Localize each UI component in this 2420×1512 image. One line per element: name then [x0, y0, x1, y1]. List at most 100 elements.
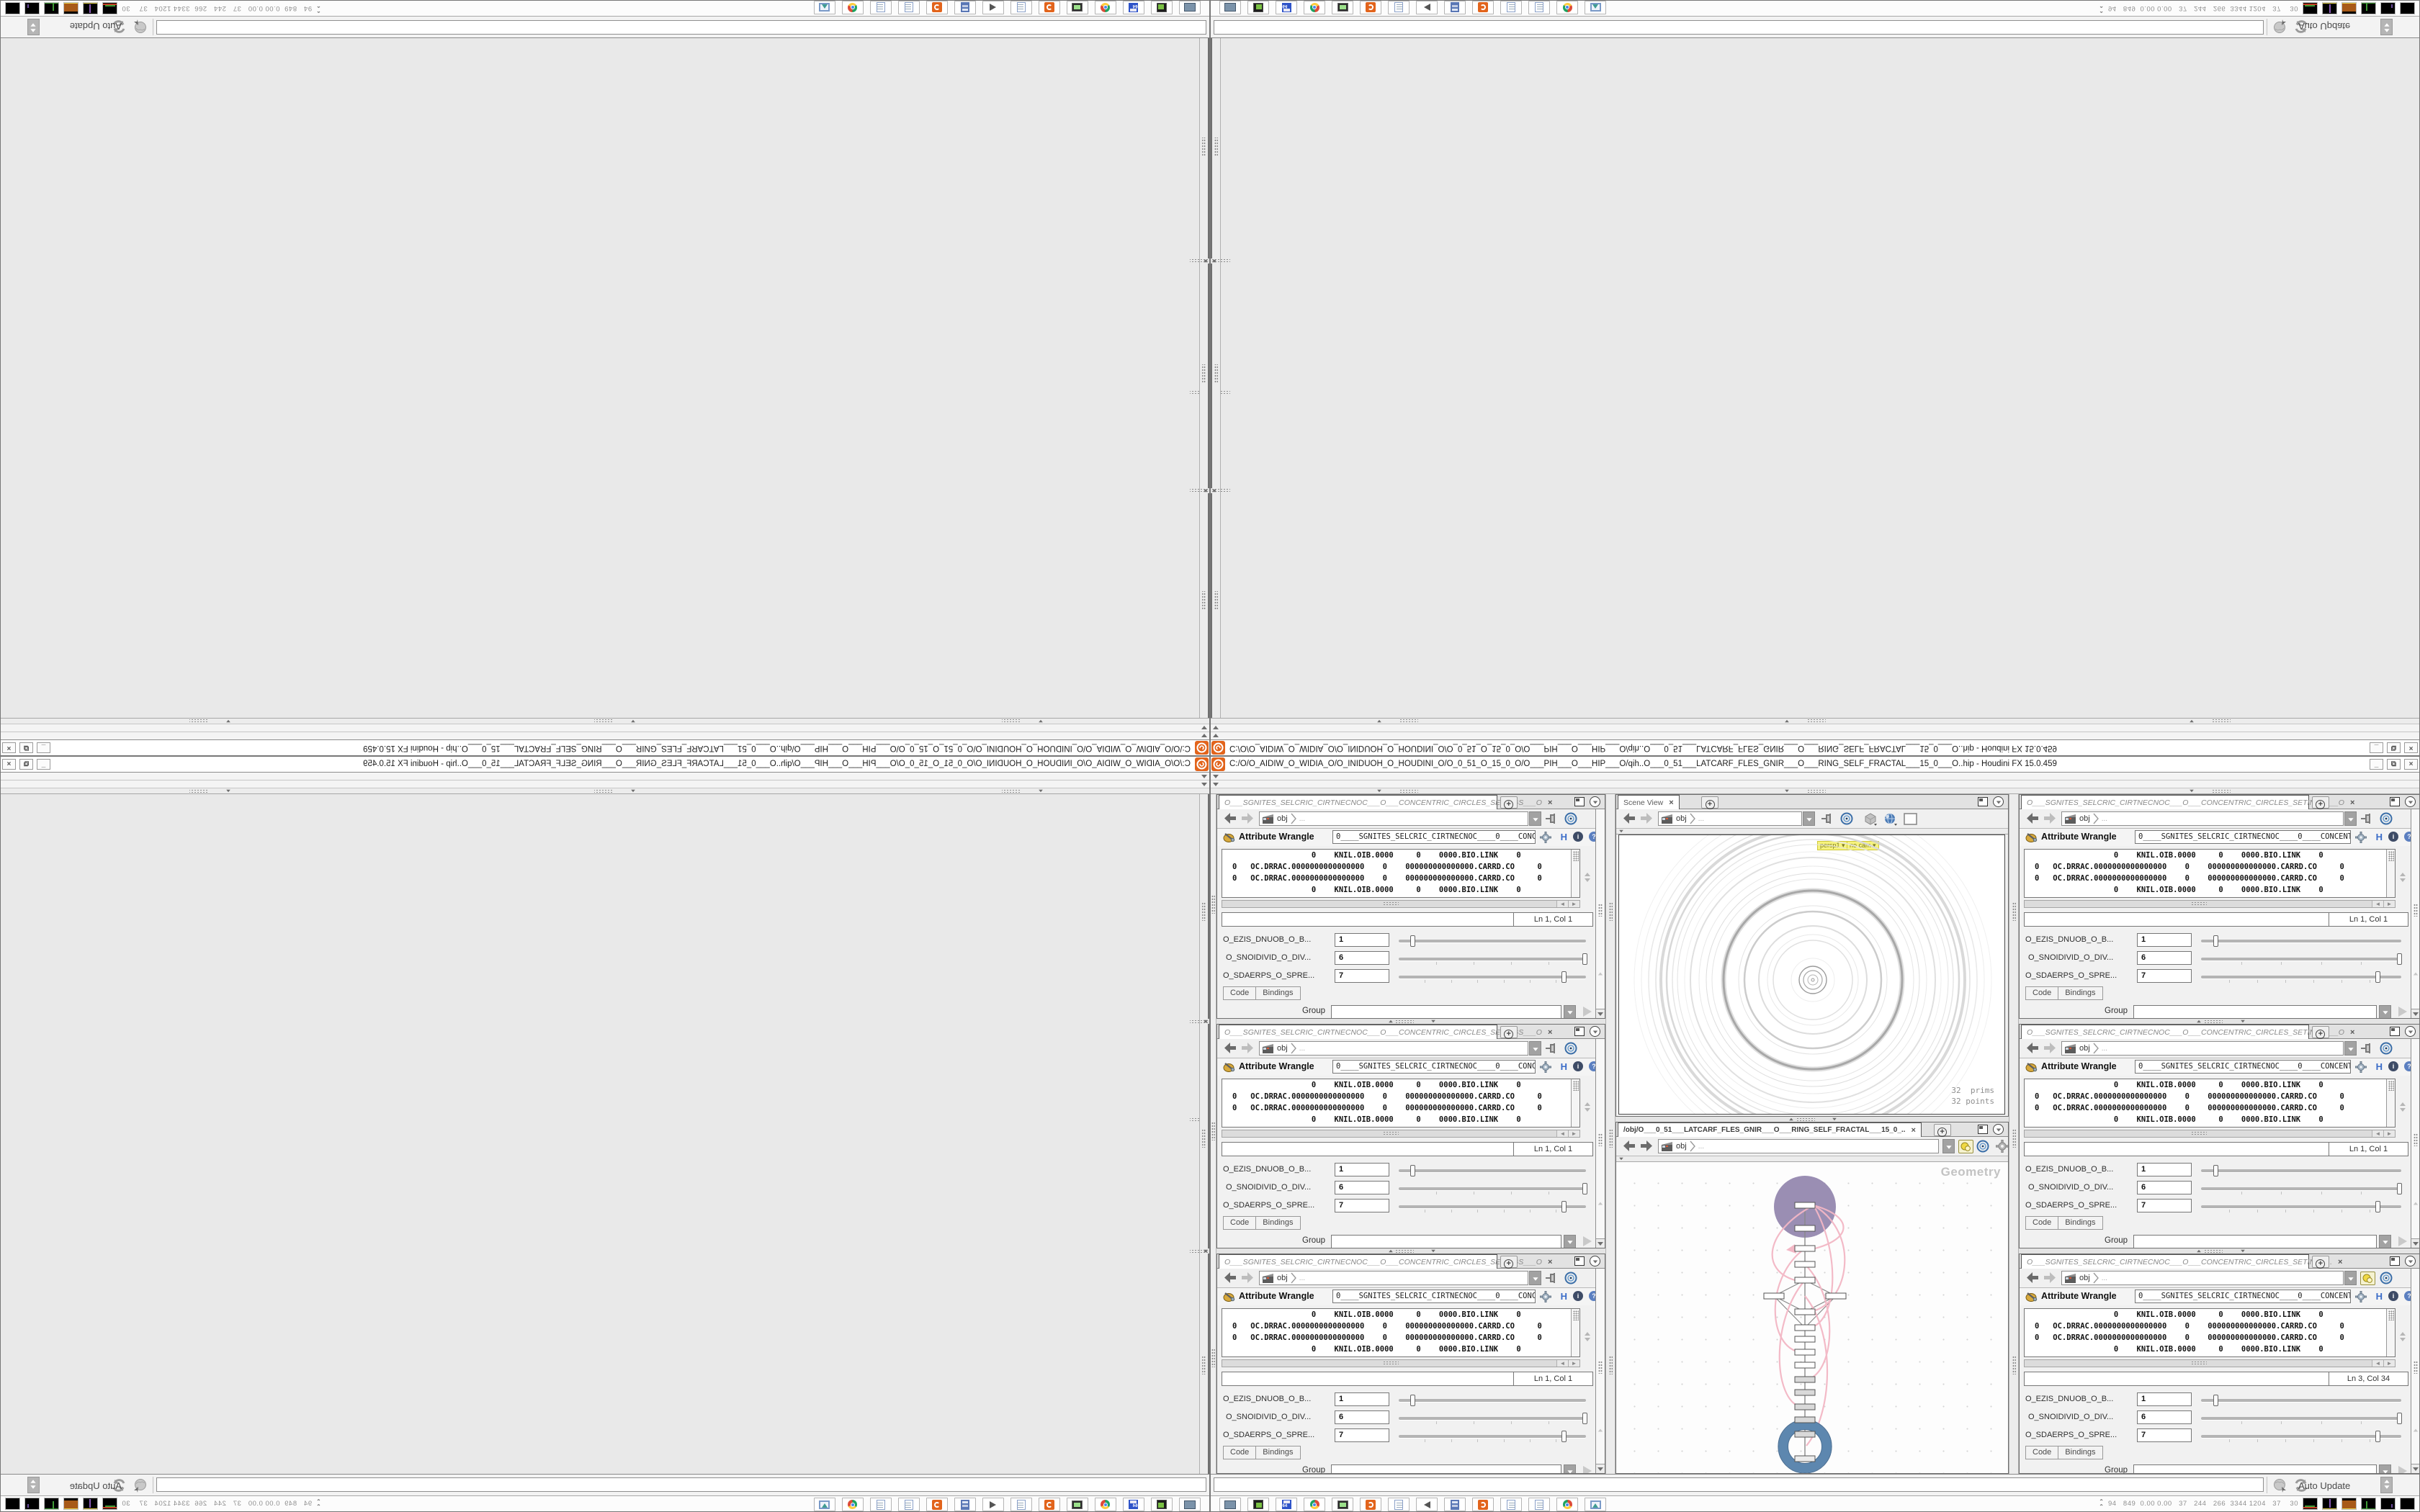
cook-icon[interactable]	[2272, 19, 2288, 34]
param-value-field[interactable]: 6	[2137, 1181, 2192, 1194]
param-value-field[interactable]: 6	[2137, 951, 2192, 965]
volume-icon[interactable]	[982, 1498, 1004, 1511]
pin-icon[interactable]	[2360, 812, 2375, 826]
graph-tile[interactable]	[83, 2, 98, 14]
close-tab-icon[interactable]: ×	[1547, 1257, 1553, 1266]
image-viewer-icon[interactable]	[814, 1, 835, 14]
close-tab-icon[interactable]: ×	[1669, 798, 1674, 807]
code-h-scrollbar[interactable]: ◄ ►	[2024, 900, 2396, 908]
close-tab-icon[interactable]: ×	[1547, 798, 1553, 807]
code-scrollbar[interactable]	[1571, 850, 1579, 897]
group-pick-arrow-icon[interactable]	[2398, 1007, 2407, 1017]
pane-splitter[interactable]	[2019, 1019, 2419, 1024]
group-dropdown-icon[interactable]	[2379, 1235, 2391, 1248]
spiral-icon[interactable]	[2379, 812, 2394, 826]
path-dropdown-button[interactable]	[1942, 1139, 1955, 1153]
code-h-scrollbar[interactable]: ◄ ►	[1222, 900, 1580, 908]
group-pick-arrow-icon[interactable]	[2398, 1236, 2407, 1246]
volume-icon[interactable]	[1416, 1498, 1438, 1511]
group-field[interactable]	[2133, 1235, 2377, 1248]
volume-icon[interactable]	[982, 1, 1004, 14]
tab-bindings[interactable]: Bindings	[1255, 1216, 1301, 1230]
forward-icon[interactable]	[1240, 1042, 1255, 1054]
collapsed-shelf[interactable]	[0, 724, 1209, 732]
graph-tile[interactable]	[2400, 1498, 2415, 1510]
forward-icon[interactable]	[1240, 812, 1255, 824]
tab-bindings[interactable]: Bindings	[1255, 986, 1301, 1000]
code-scroll-arrows[interactable]	[1585, 870, 1592, 884]
param-value-field[interactable]: 7	[2137, 1199, 2192, 1212]
chrome-icon[interactable]	[1556, 1, 1578, 14]
breadcrumb-obj[interactable]: obj	[1277, 1274, 1288, 1282]
vex-snippet-editor[interactable]: 0 KNIL.OIB.0000 0 0000.BIO.LINK 0 0 OC.D…	[2024, 1308, 2396, 1357]
new-tab-button[interactable]: +	[1211, 244, 1212, 256]
pane-menu-icon[interactable]	[2405, 1026, 2416, 1037]
window-titlebar[interactable]: C:/O/O_AIDIW_O_WIDIA_O/O_INIDUOH_O_HOUDI…	[1211, 757, 2419, 773]
spiral-icon[interactable]	[2379, 1272, 2394, 1285]
notepad-icon[interactable]	[1010, 1498, 1032, 1511]
forward-icon[interactable]	[2043, 1042, 2057, 1054]
houdini-help-h-icon[interactable]: H	[1560, 832, 1567, 842]
pin-icon[interactable]	[2360, 1042, 2375, 1056]
tab-bindings[interactable]: Bindings	[2058, 986, 2103, 1000]
pane-menu-icon[interactable]	[1590, 1256, 1600, 1266]
notepad-icon[interactable]	[870, 1498, 892, 1511]
graph-tile[interactable]	[5, 1498, 20, 1510]
param-slider[interactable]	[2201, 1431, 2401, 1442]
node-name-field[interactable]: 0____SGNITES_SELCRIC_CIRTNECNOC____0____…	[2135, 1060, 2351, 1074]
system-monitor-icon[interactable]	[1179, 1498, 1201, 1511]
floppy-64-icon[interactable]: 64	[1123, 1, 1144, 14]
close-button[interactable]: ×	[2, 759, 16, 770]
new-tab-button[interactable]: +	[1933, 1124, 1951, 1137]
collapsed-menubar[interactable]	[1211, 773, 2419, 780]
houdini-icon[interactable]	[1472, 1498, 1494, 1511]
pane-splitter[interactable]	[1615, 1117, 2009, 1122]
pane-menu-icon[interactable]	[2405, 1256, 2416, 1266]
snippet-line-field[interactable]: Ln 1, Col 1	[2024, 912, 2408, 927]
node-name-field[interactable]: 0____SGNITES_SELCRIC_CIRTNECNOC____0____…	[2135, 830, 2351, 844]
back-icon[interactable]	[2025, 1042, 2040, 1054]
notepad-icon[interactable]	[1500, 1498, 1522, 1511]
auto-update-spinner[interactable]	[27, 19, 40, 35]
group-field[interactable]	[2133, 1464, 2377, 1473]
notepad-icon[interactable]	[1528, 1, 1550, 14]
graph-tile[interactable]	[24, 1498, 40, 1510]
forward-icon[interactable]	[1639, 1140, 1654, 1152]
new-tab-button[interactable]: +	[1211, 703, 1212, 716]
houdini-help-h-icon[interactable]: H	[2375, 1061, 2383, 1072]
breadcrumb-obj[interactable]: obj	[1277, 1044, 1288, 1053]
snippet-line-field[interactable]: Ln 1, Col 1	[1222, 912, 1593, 927]
remote-screen-icon[interactable]	[1067, 1, 1088, 14]
group-field[interactable]	[1331, 1235, 1561, 1248]
collapsed-menubar[interactable]	[0, 773, 1209, 780]
restore-button[interactable]: ⧉	[19, 759, 33, 770]
param-slider[interactable]	[1399, 971, 1586, 983]
lamp-icon[interactable]	[2360, 1272, 2375, 1285]
info-icon[interactable]: i	[1573, 1061, 1583, 1071]
auto-update-spinner[interactable]	[2380, 19, 2393, 35]
path-breadcrumb[interactable]: obj ...	[1259, 1271, 1528, 1285]
floppy-64-icon[interactable]: 64	[1276, 1498, 1297, 1511]
minimize-button[interactable]: _	[37, 742, 50, 753]
back-icon[interactable]	[1622, 812, 1636, 824]
code-h-scrollbar[interactable]: ◄ ►	[1222, 1359, 1580, 1367]
minimize-button[interactable]: _	[37, 759, 50, 770]
param-slider[interactable]	[1399, 1431, 1586, 1442]
graph-tile[interactable]	[5, 2, 20, 14]
tab-bindings[interactable]: Bindings	[2058, 1446, 2103, 1459]
system-monitor-icon[interactable]	[1219, 1498, 1241, 1511]
code-scrollbar[interactable]	[1571, 1079, 1579, 1127]
notepad-icon[interactable]	[898, 1498, 920, 1511]
param-slider[interactable]	[1399, 953, 1587, 965]
auto-update-selector[interactable]: Auto Update	[69, 1480, 122, 1491]
cook-icon[interactable]	[132, 19, 148, 34]
close-tab-icon[interactable]: ×	[2349, 798, 2355, 807]
spiral-icon[interactable]	[1564, 1272, 1579, 1285]
notepad-icon[interactable]	[1500, 1, 1522, 14]
path-breadcrumb[interactable]: obj ...	[1259, 1041, 1528, 1056]
gear-icon[interactable]	[1540, 1061, 1551, 1073]
image-viewer-icon[interactable]	[1585, 1, 1606, 14]
graph-tile[interactable]	[2380, 1498, 2396, 1510]
pane-tab[interactable]: O___SGNITES_SELCRIC_CIRTNECNOC___O___CON…	[2021, 1254, 2342, 1269]
path-dropdown-button[interactable]	[1529, 1041, 1541, 1056]
